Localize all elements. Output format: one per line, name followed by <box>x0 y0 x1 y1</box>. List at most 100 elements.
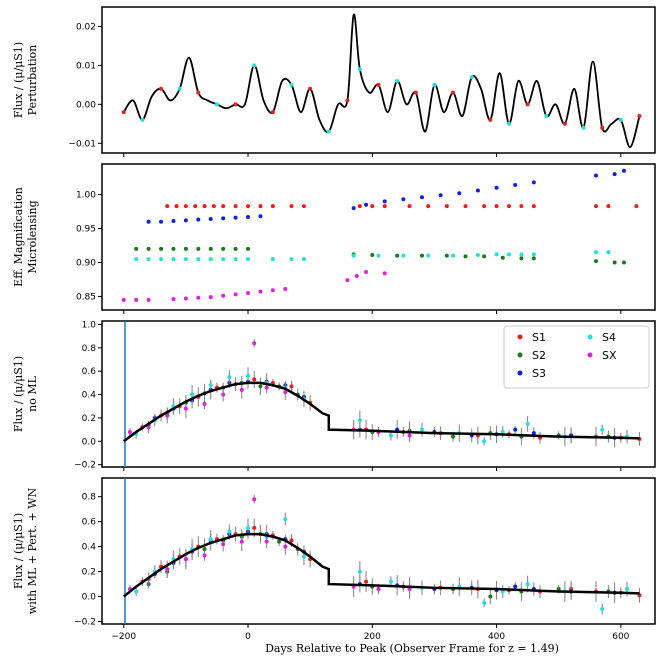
x-axis-label: Days Relative to Peak (Observer Frame fo… <box>265 642 559 655</box>
data-point-S4 <box>171 257 176 262</box>
data-point-S4 <box>525 421 530 426</box>
data-point-S4 <box>475 252 480 257</box>
data-point <box>159 86 164 91</box>
data-point-SX <box>165 413 170 418</box>
data-point-S4 <box>525 582 530 587</box>
data-point-SX <box>252 341 257 346</box>
data-point-S4 <box>159 257 164 262</box>
data-point-S3 <box>159 219 164 224</box>
data-point-SX <box>354 274 359 279</box>
data-point-S4 <box>482 439 487 444</box>
data-point-SX <box>183 406 188 411</box>
data-point-S4 <box>401 253 406 258</box>
data-point-S4 <box>357 569 362 574</box>
data-point-S3 <box>171 219 176 224</box>
legend-marker-S1 <box>517 334 523 340</box>
legend-marker-S3 <box>517 370 523 376</box>
data-point <box>121 110 126 115</box>
data-point-S1 <box>444 204 449 209</box>
data-point-SX <box>258 289 263 294</box>
data-point-S4 <box>301 257 306 262</box>
data-point-S4 <box>146 257 151 262</box>
data-point-SX <box>239 539 244 544</box>
data-point-S3 <box>513 584 518 589</box>
data-point-S4 <box>227 375 232 380</box>
data-point-S1 <box>289 538 294 543</box>
data-point-S2 <box>370 252 375 257</box>
y-tick-label: −0.01 <box>68 139 96 149</box>
data-point-S2 <box>171 246 176 251</box>
data-point-S4 <box>134 257 139 262</box>
data-point-S4 <box>625 587 630 592</box>
data-point-S2 <box>556 587 561 592</box>
data-point <box>413 90 418 95</box>
data-point <box>140 117 145 122</box>
data-point-S2 <box>208 246 213 251</box>
data-point-S3 <box>221 216 226 221</box>
data-point <box>289 82 294 87</box>
data-point-S4 <box>208 537 213 542</box>
data-point-S3 <box>438 193 443 198</box>
data-point-S2 <box>500 255 505 260</box>
data-point-S3 <box>183 218 188 223</box>
x-tick-label: 0 <box>245 632 251 642</box>
y-tick-label: 1.0 <box>82 321 97 331</box>
y-tick-label: 0.6 <box>82 367 97 377</box>
data-point-SX <box>407 433 412 438</box>
data-point-S4 <box>196 257 201 262</box>
data-point <box>233 102 238 107</box>
data-point-SX <box>183 296 188 301</box>
y-axis-label: Perturbation <box>26 45 39 116</box>
data-point-SX <box>270 288 275 293</box>
y-axis-label: Flux / (μ/μS1) <box>12 356 25 432</box>
y-tick-label: 0.4 <box>82 543 97 553</box>
data-point-SX <box>127 429 132 434</box>
data-point-SX <box>283 286 288 291</box>
data-point-S4 <box>593 250 598 255</box>
data-point-S4 <box>388 579 393 584</box>
data-point-SX <box>221 392 226 397</box>
data-point-S1 <box>252 377 257 382</box>
data-point-S2 <box>233 246 238 251</box>
x-tick-label: 400 <box>488 632 505 642</box>
data-point-S2 <box>621 260 626 265</box>
data-point-S3 <box>401 197 406 202</box>
data-point-S1 <box>519 204 524 209</box>
legend-label-S1: S1 <box>532 331 546 344</box>
data-point-SX <box>264 385 269 390</box>
data-point-S4 <box>376 253 381 258</box>
x-tick-label: −200 <box>111 632 136 642</box>
data-point-S4 <box>134 589 139 594</box>
data-point-S1 <box>193 204 198 209</box>
data-point-S1 <box>593 204 598 209</box>
plot-frame <box>101 6 656 154</box>
legend-label-S4: S4 <box>602 331 616 344</box>
data-point-S2 <box>202 547 207 552</box>
data-point <box>270 110 275 115</box>
data-point-SX <box>264 539 269 544</box>
data-point-SX <box>202 553 207 558</box>
data-point-S4 <box>183 257 188 262</box>
data-point-SX <box>121 297 126 302</box>
data-point <box>600 125 605 130</box>
data-point <box>326 129 331 134</box>
data-point <box>376 82 381 87</box>
data-point-SX <box>202 401 207 406</box>
data-point-S2 <box>419 253 424 258</box>
data-point-S4 <box>494 252 499 257</box>
data-point <box>544 114 549 119</box>
data-point-S2 <box>444 253 449 258</box>
data-point-SX <box>345 278 350 283</box>
data-point-S3 <box>419 195 424 200</box>
data-point-S4 <box>289 257 294 262</box>
data-point-SX <box>165 567 170 572</box>
y-tick-label: 0.2 <box>82 568 96 578</box>
data-point-SX <box>183 557 188 562</box>
y-axis-label: Microlensing <box>26 200 39 273</box>
data-point-S3 <box>475 188 480 193</box>
data-point-S4 <box>600 607 605 612</box>
data-point <box>432 82 437 87</box>
data-point-S4 <box>482 600 487 605</box>
data-point-S1 <box>270 204 275 209</box>
data-point-S1 <box>252 525 257 530</box>
